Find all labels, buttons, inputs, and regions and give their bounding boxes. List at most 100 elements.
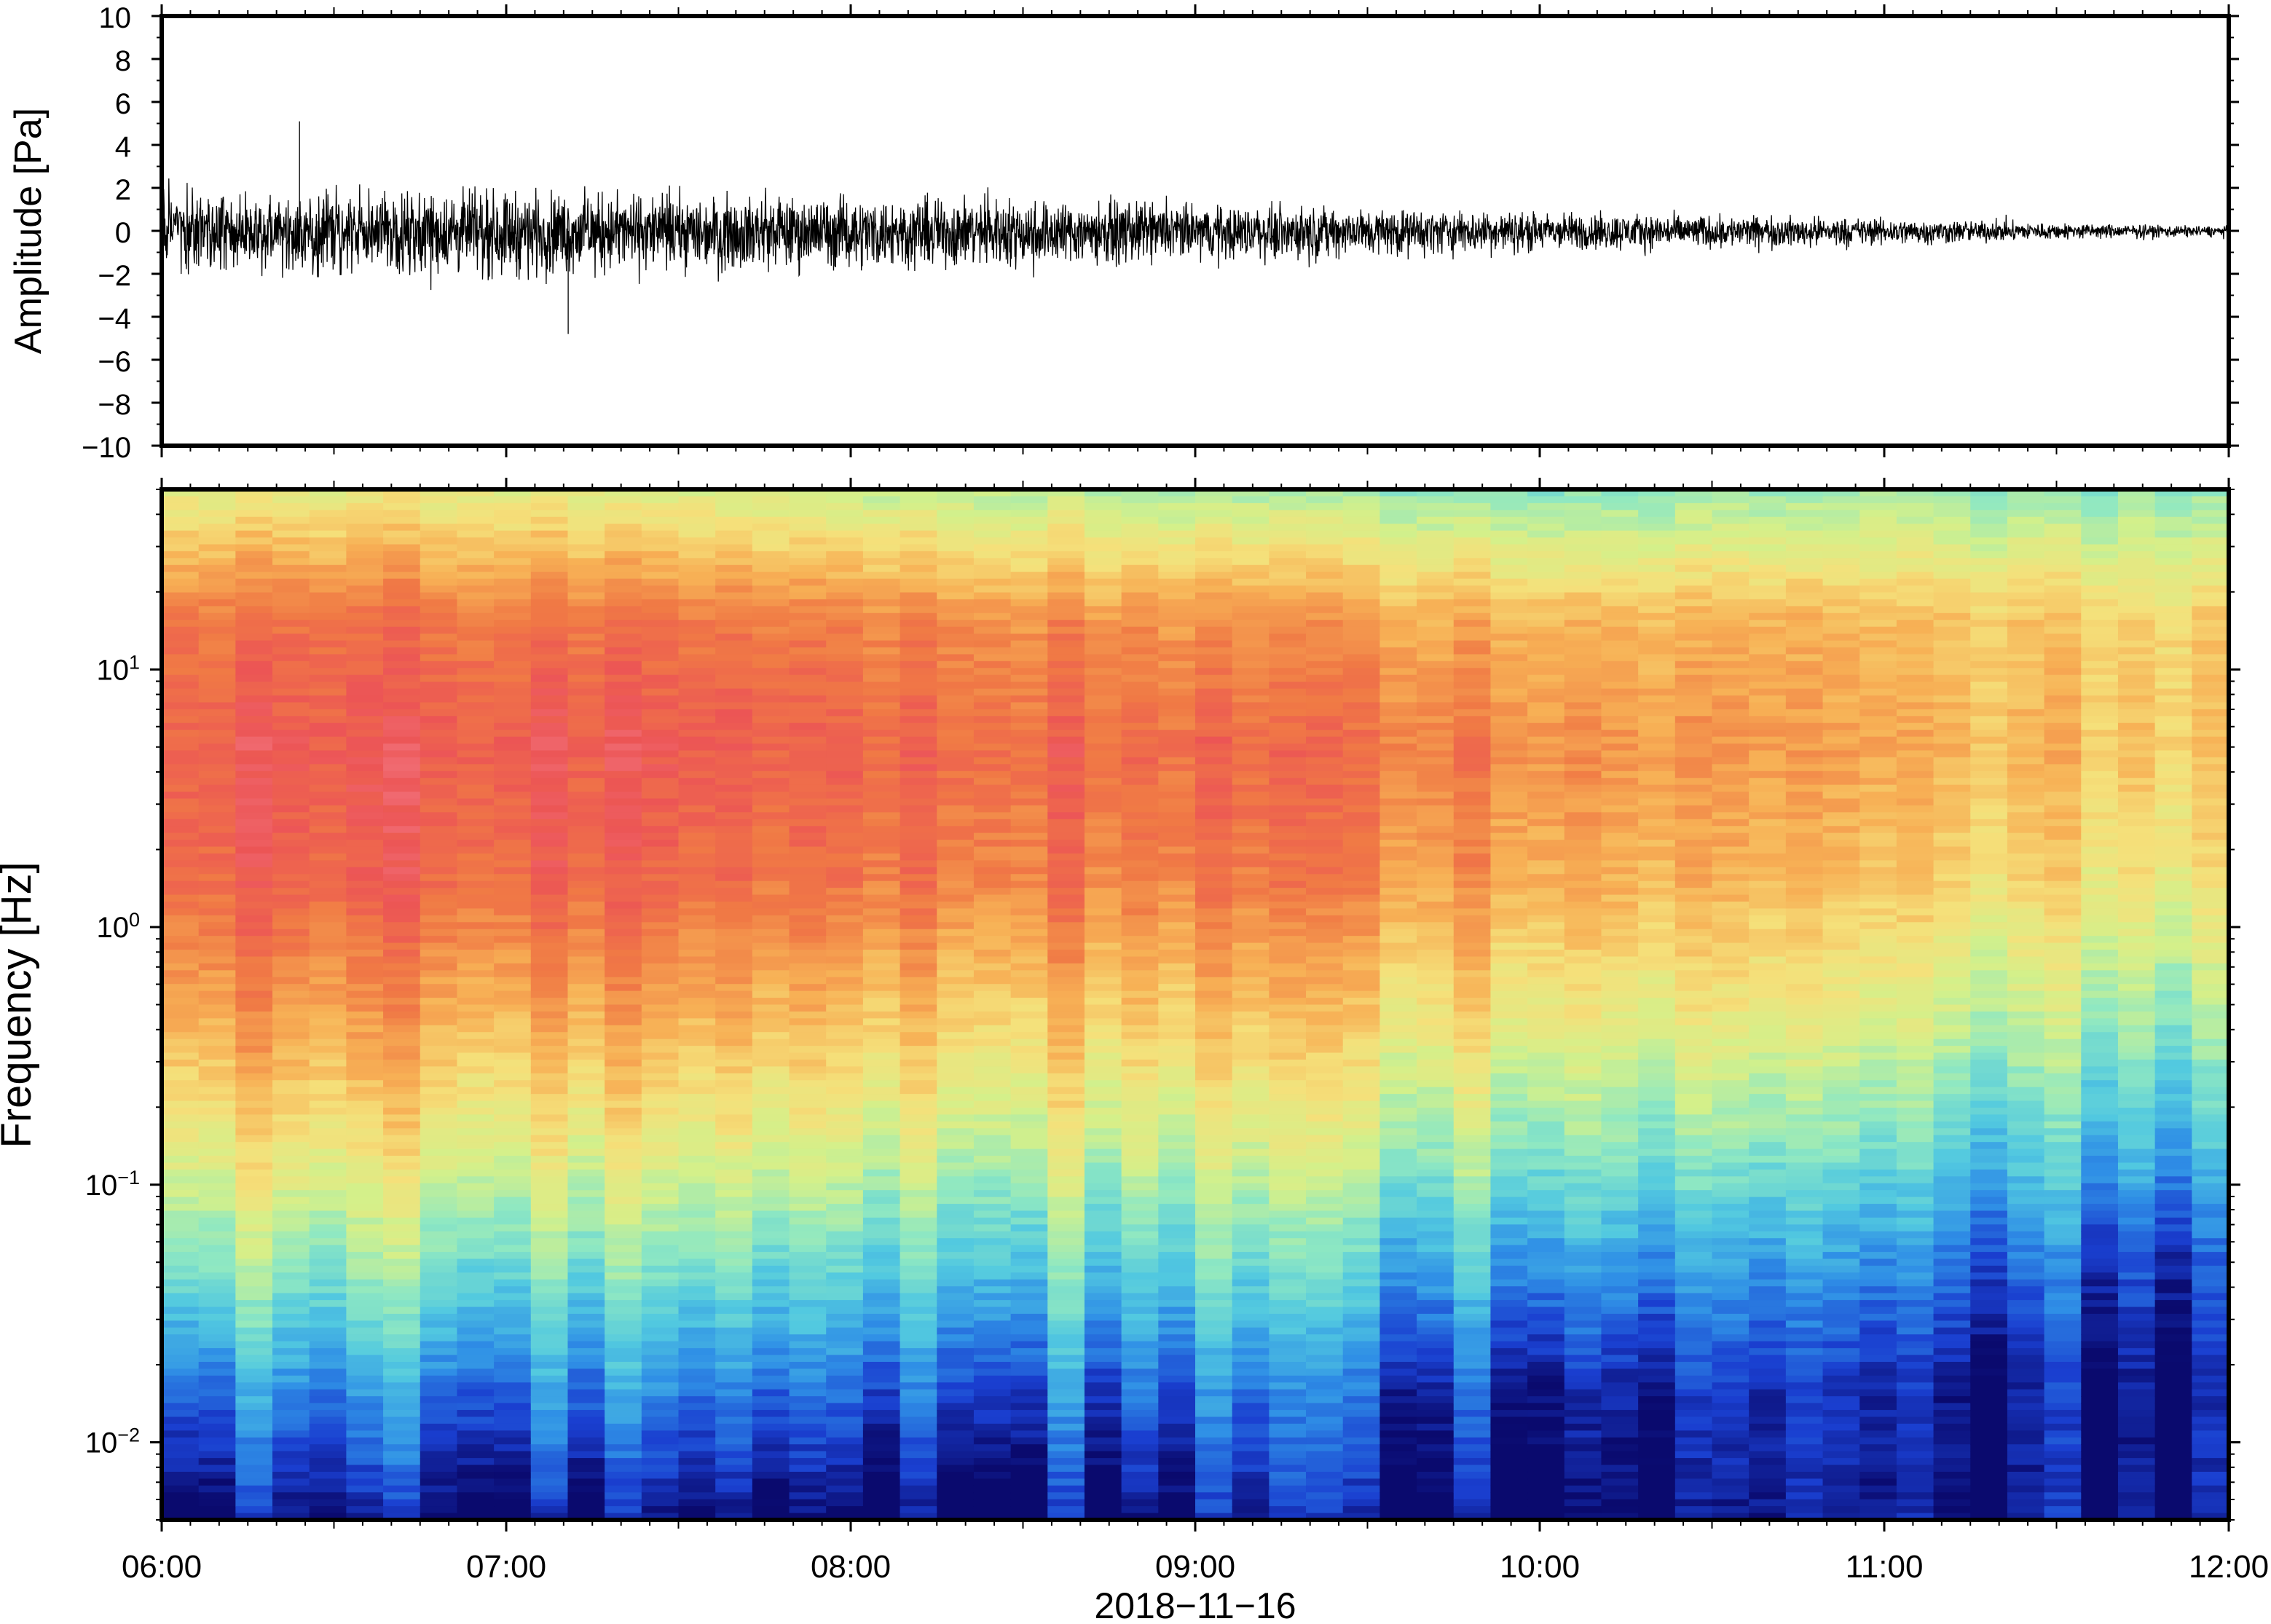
heatmap-cell	[1195, 722, 1233, 730]
heatmap-cell	[162, 977, 200, 985]
heatmap-cell	[235, 942, 273, 950]
heatmap-cell	[1121, 798, 1160, 806]
heatmap-cell	[1269, 1478, 1307, 1486]
heatmap-cell	[1121, 998, 1160, 1006]
heatmap-cell	[383, 1423, 421, 1432]
heatmap-cell	[1084, 750, 1122, 758]
heatmap-cell	[1084, 1245, 1122, 1253]
heatmap-cell	[937, 874, 975, 882]
heatmap-cell	[530, 1513, 569, 1520]
heatmap-cell	[1195, 668, 1233, 676]
heatmap-cell	[346, 792, 384, 800]
heatmap-cell	[1306, 1108, 1344, 1116]
heatmap-cell	[420, 1327, 458, 1336]
heatmap-cell	[346, 1485, 384, 1494]
heatmap-cell	[678, 626, 716, 634]
heatmap-cell	[530, 1327, 569, 1336]
heatmap-cell	[530, 1087, 569, 1095]
heatmap-cell	[973, 894, 1012, 902]
heatmap-cell	[937, 716, 975, 724]
heatmap-cell	[973, 1073, 1012, 1081]
heatmap-cell	[494, 764, 532, 772]
heatmap-cell	[162, 922, 200, 930]
heatmap-cell	[900, 1183, 938, 1191]
heatmap-cell	[235, 902, 273, 910]
heatmap-cell	[1306, 1073, 1344, 1081]
heatmap-cell	[1232, 784, 1270, 792]
heatmap-cell	[346, 1396, 384, 1404]
heatmap-cell	[420, 792, 458, 800]
heatmap-cell	[494, 1066, 532, 1074]
heatmap-cell	[420, 977, 458, 985]
heatmap-cell	[1158, 1478, 1196, 1486]
heatmap-cell	[346, 1265, 384, 1274]
heatmap-cell	[973, 902, 1012, 910]
heatmap-cell	[1269, 1059, 1307, 1068]
heatmap-cell	[420, 819, 458, 827]
heatmap-cell	[678, 599, 716, 607]
heatmap-cell	[1010, 537, 1049, 545]
heatmap-cell	[605, 620, 642, 628]
heatmap-cell	[1047, 702, 1085, 710]
heatmap-cell	[973, 736, 1012, 744]
heatmap-cell	[605, 1114, 642, 1122]
heatmap-cell	[826, 1444, 864, 1452]
heatmap-cell	[309, 1245, 347, 1253]
heatmap-cell	[973, 908, 1012, 916]
heatmap-cell	[235, 1423, 273, 1432]
heatmap-cell	[1269, 502, 1307, 511]
heatmap-cell	[346, 1197, 384, 1205]
heatmap-cell	[605, 977, 642, 985]
heatmap-cell	[272, 1231, 310, 1239]
heatmap-cell	[457, 1396, 495, 1404]
heatmap-cell	[715, 922, 753, 930]
heatmap-cell	[1306, 764, 1344, 772]
heatmap-cell	[715, 1025, 753, 1033]
heatmap-cell	[1269, 1506, 1307, 1514]
heatmap-cell	[1010, 1458, 1049, 1466]
heatmap-cell	[678, 592, 716, 600]
heatmap-cell	[641, 1355, 680, 1363]
heatmap-cell	[457, 647, 495, 655]
heatmap-cell	[420, 682, 458, 690]
heatmap-cell	[678, 956, 716, 964]
heatmap-cell	[678, 1025, 716, 1033]
heatmap-cell	[198, 1465, 237, 1473]
heatmap-cell	[973, 798, 1012, 806]
heatmap-cell	[752, 1148, 790, 1156]
heatmap-cell	[457, 1348, 495, 1356]
heatmap-cell	[973, 832, 1012, 840]
heatmap-cell	[973, 1224, 1012, 1232]
heatmap-cell	[1195, 537, 1233, 545]
heatmap-cell	[235, 1320, 273, 1328]
heatmap-cell	[937, 1355, 975, 1363]
heatmap-cell	[198, 860, 237, 868]
heatmap-cell	[641, 1334, 680, 1342]
heatmap-cell	[235, 1389, 273, 1397]
heatmap-cell	[1010, 950, 1049, 958]
heatmap-cell	[641, 1245, 680, 1253]
heatmap-cell	[900, 586, 938, 594]
heatmap-cell	[1010, 1444, 1049, 1452]
heatmap-cell	[605, 1258, 642, 1266]
heatmap-cell	[826, 489, 864, 497]
heatmap-cell	[678, 942, 716, 950]
heatmap-cell	[605, 1128, 642, 1136]
heatmap-cell	[420, 950, 458, 958]
heatmap-cell	[937, 757, 975, 765]
heatmap-cell	[346, 1362, 384, 1370]
heatmap-cell	[494, 702, 532, 710]
heatmap-cell	[862, 1018, 901, 1026]
heatmap-cell	[1047, 1258, 1085, 1266]
heatmap-cell	[678, 537, 716, 545]
heatmap-cell	[272, 1272, 310, 1280]
heatmap-cell	[1232, 620, 1270, 628]
heatmap-cell	[235, 1025, 273, 1033]
heatmap-cell	[1195, 1066, 1233, 1074]
heatmap-cell	[605, 626, 642, 634]
heatmap-cell	[1010, 936, 1049, 944]
heatmap-cell	[162, 1032, 200, 1040]
heatmap-cell	[1306, 990, 1344, 998]
heatmap-cell	[1010, 880, 1049, 888]
heatmap-cell	[900, 626, 938, 634]
